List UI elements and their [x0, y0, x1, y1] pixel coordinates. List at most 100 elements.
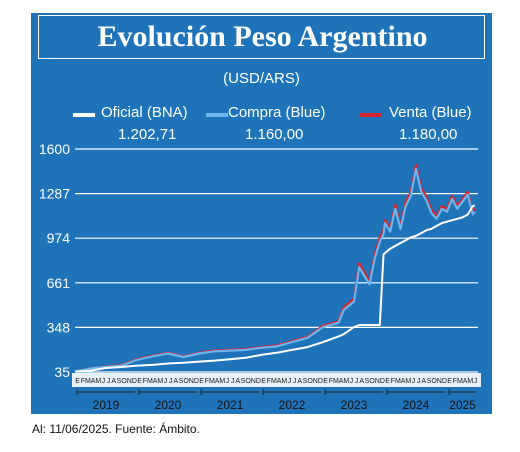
month-label: F — [391, 378, 395, 385]
month-label: M — [333, 378, 339, 385]
legend-swatch-compra — [206, 113, 228, 117]
month-label: F — [143, 378, 147, 385]
month-label: A — [401, 378, 406, 385]
legend-label-oficial: Oficial (BNA) — [101, 104, 188, 121]
month-label: J — [102, 378, 106, 385]
month-label: M — [395, 378, 401, 385]
month-label: A — [91, 378, 96, 385]
y-tick-35: 35 — [54, 364, 70, 380]
month-label: O — [183, 378, 189, 385]
month-strip — [72, 373, 481, 387]
month-label: M — [467, 378, 473, 385]
year-label-2024: 2024 — [403, 398, 430, 412]
month-label: M — [95, 378, 101, 385]
month-label: A — [111, 378, 116, 385]
month-label: A — [215, 378, 220, 385]
month-label: E — [137, 378, 142, 385]
legend-swatch-venta — [359, 113, 381, 117]
month-label: J — [288, 378, 292, 385]
month-label: A — [339, 378, 344, 385]
year-label-2019: 2019 — [93, 398, 120, 412]
month-label: N — [251, 378, 256, 385]
month-label: D — [256, 378, 261, 385]
month-label: J — [417, 378, 421, 385]
month-label: M — [405, 378, 411, 385]
month-label: E — [385, 378, 390, 385]
chart-subtitle: (USD/ARS) — [223, 70, 300, 87]
month-label: S — [179, 378, 184, 385]
month-label: M — [157, 378, 163, 385]
y-tick-1287: 1287 — [39, 186, 70, 202]
month-label: S — [241, 378, 246, 385]
series-line-venta — [74, 163, 476, 373]
series-lines — [74, 163, 476, 373]
y-tick-974: 974 — [47, 230, 71, 246]
chart-title: Evolución Peso Argentino — [97, 20, 428, 53]
month-label: J — [164, 378, 168, 385]
source-note: Al: 11/06/2025. Fuente: Ámbito. — [32, 422, 200, 436]
y-tick-1600: 1600 — [39, 141, 70, 157]
month-label: M — [85, 378, 91, 385]
legend-value-venta: 1.180,00 — [399, 126, 458, 143]
month-label: D — [132, 378, 137, 385]
legend-label-compra: Compra (Blue) — [228, 104, 326, 121]
month-label: A — [421, 378, 426, 385]
month-label: O — [369, 378, 375, 385]
month-label: N — [189, 378, 194, 385]
month-label: O — [121, 378, 127, 385]
month-label: J — [231, 378, 235, 385]
month-label: E — [323, 378, 328, 385]
month-label: E — [199, 378, 204, 385]
legend-value-oficial: 1.202,71 — [118, 126, 177, 143]
month-label: E — [75, 378, 80, 385]
y-tick-661: 661 — [47, 275, 71, 291]
month-label: A — [153, 378, 158, 385]
month-label: O — [307, 378, 313, 385]
month-label: O — [431, 378, 437, 385]
month-label: J — [107, 378, 111, 385]
month-label: M — [457, 378, 463, 385]
month-label: F — [81, 378, 85, 385]
month-label: S — [365, 378, 370, 385]
month-label: M — [147, 378, 153, 385]
month-label: E — [261, 378, 266, 385]
year-label-2022: 2022 — [279, 398, 306, 412]
y-axis-ticks: 1600 1287 974 661 348 35 — [39, 141, 70, 380]
month-label: A — [277, 378, 282, 385]
month-label: A — [297, 378, 302, 385]
y-tick-348: 348 — [47, 319, 71, 335]
month-label: D — [380, 378, 385, 385]
month-label: S — [427, 378, 432, 385]
month-label: O — [245, 378, 251, 385]
month-label: D — [442, 378, 447, 385]
legend-value-compra: 1.160,00 — [245, 126, 304, 143]
month-label: A — [463, 378, 468, 385]
month-label: M — [219, 378, 225, 385]
month-label: N — [313, 378, 318, 385]
month-label: J — [350, 378, 354, 385]
month-label: A — [173, 378, 178, 385]
year-label-2020: 2020 — [155, 398, 182, 412]
month-label: F — [267, 378, 271, 385]
month-label: M — [209, 378, 215, 385]
month-label: J — [474, 378, 478, 385]
month-label: N — [375, 378, 380, 385]
month-label: A — [235, 378, 240, 385]
month-label: M — [343, 378, 349, 385]
month-label: M — [271, 378, 277, 385]
year-label-2021: 2021 — [217, 398, 244, 412]
month-label: J — [355, 378, 359, 385]
month-label: J — [226, 378, 230, 385]
month-label: F — [329, 378, 333, 385]
month-label: F — [453, 378, 457, 385]
legend-label-venta: Venta (Blue) — [389, 104, 472, 121]
month-label: J — [293, 378, 297, 385]
month-label: N — [127, 378, 132, 385]
month-label: A — [359, 378, 364, 385]
month-label: M — [281, 378, 287, 385]
month-label: J — [169, 378, 173, 385]
month-label: D — [318, 378, 323, 385]
gridlines — [75, 148, 478, 373]
